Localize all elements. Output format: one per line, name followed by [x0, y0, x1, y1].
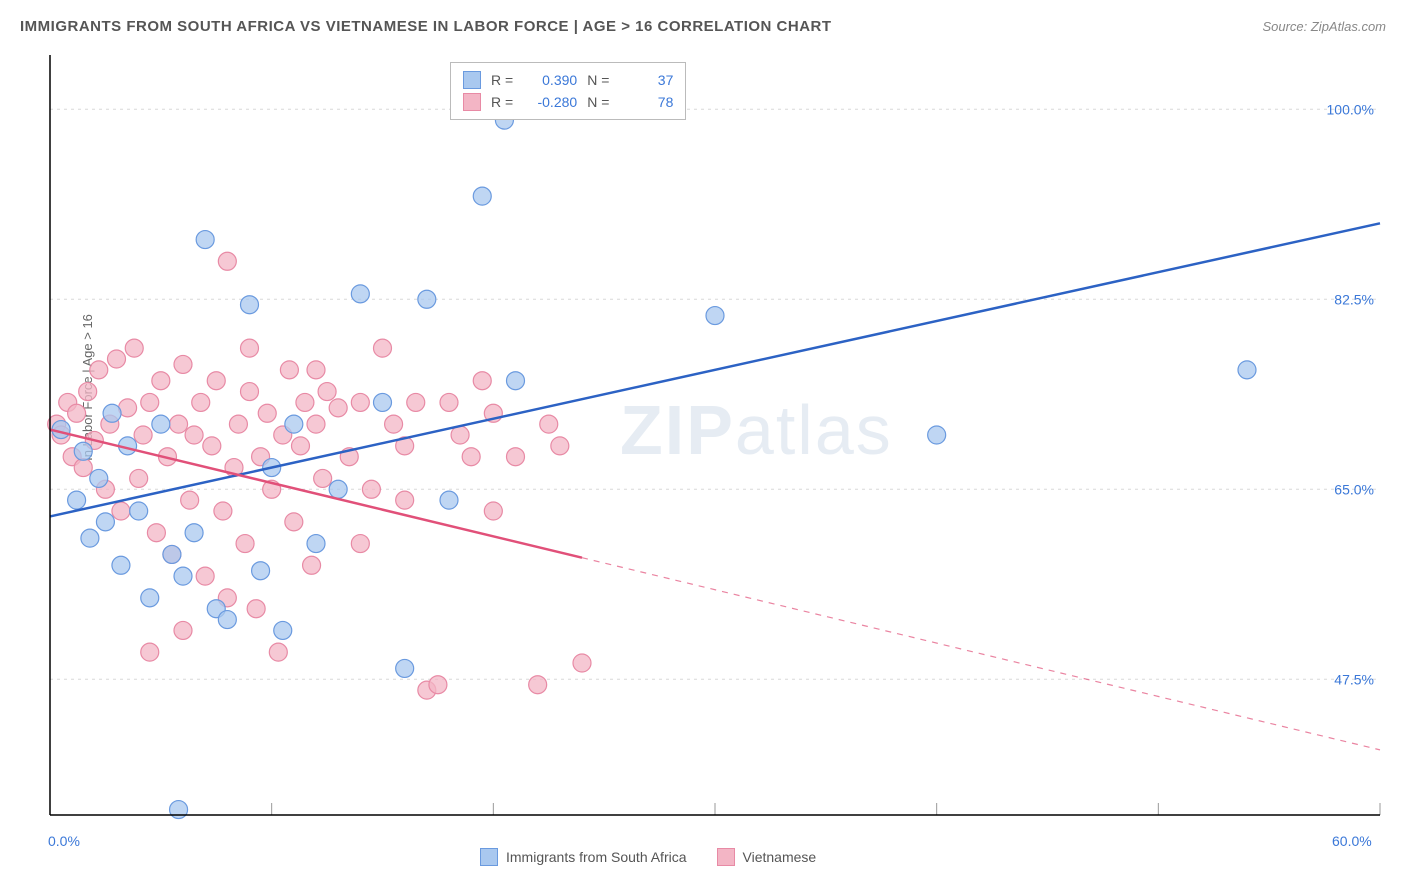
- svg-text:47.5%: 47.5%: [1334, 671, 1374, 687]
- swatch-icon: [717, 848, 735, 866]
- svg-text:100.0%: 100.0%: [1327, 101, 1374, 117]
- swatch-icon: [480, 848, 498, 866]
- legend-series: Immigrants from South Africa Vietnamese: [480, 848, 816, 866]
- legend-item: Vietnamese: [717, 848, 817, 866]
- legend-item: Immigrants from South Africa: [480, 848, 687, 866]
- swatch-icon: [463, 71, 481, 89]
- swatch-icon: [463, 93, 481, 111]
- legend-stats-row: R = 0.390 N = 37: [463, 69, 673, 91]
- svg-text:82.5%: 82.5%: [1334, 291, 1374, 307]
- x-axis-min: 0.0%: [48, 833, 80, 849]
- svg-text:65.0%: 65.0%: [1334, 481, 1374, 497]
- legend-stats: R = 0.390 N = 37 R = -0.280 N = 78: [450, 62, 686, 120]
- legend-stats-row: R = -0.280 N = 78: [463, 91, 673, 113]
- x-axis-max: 60.0%: [1332, 833, 1372, 849]
- scatter-chart: 47.5% 65.0% 82.5% 100.0%: [0, 0, 1406, 892]
